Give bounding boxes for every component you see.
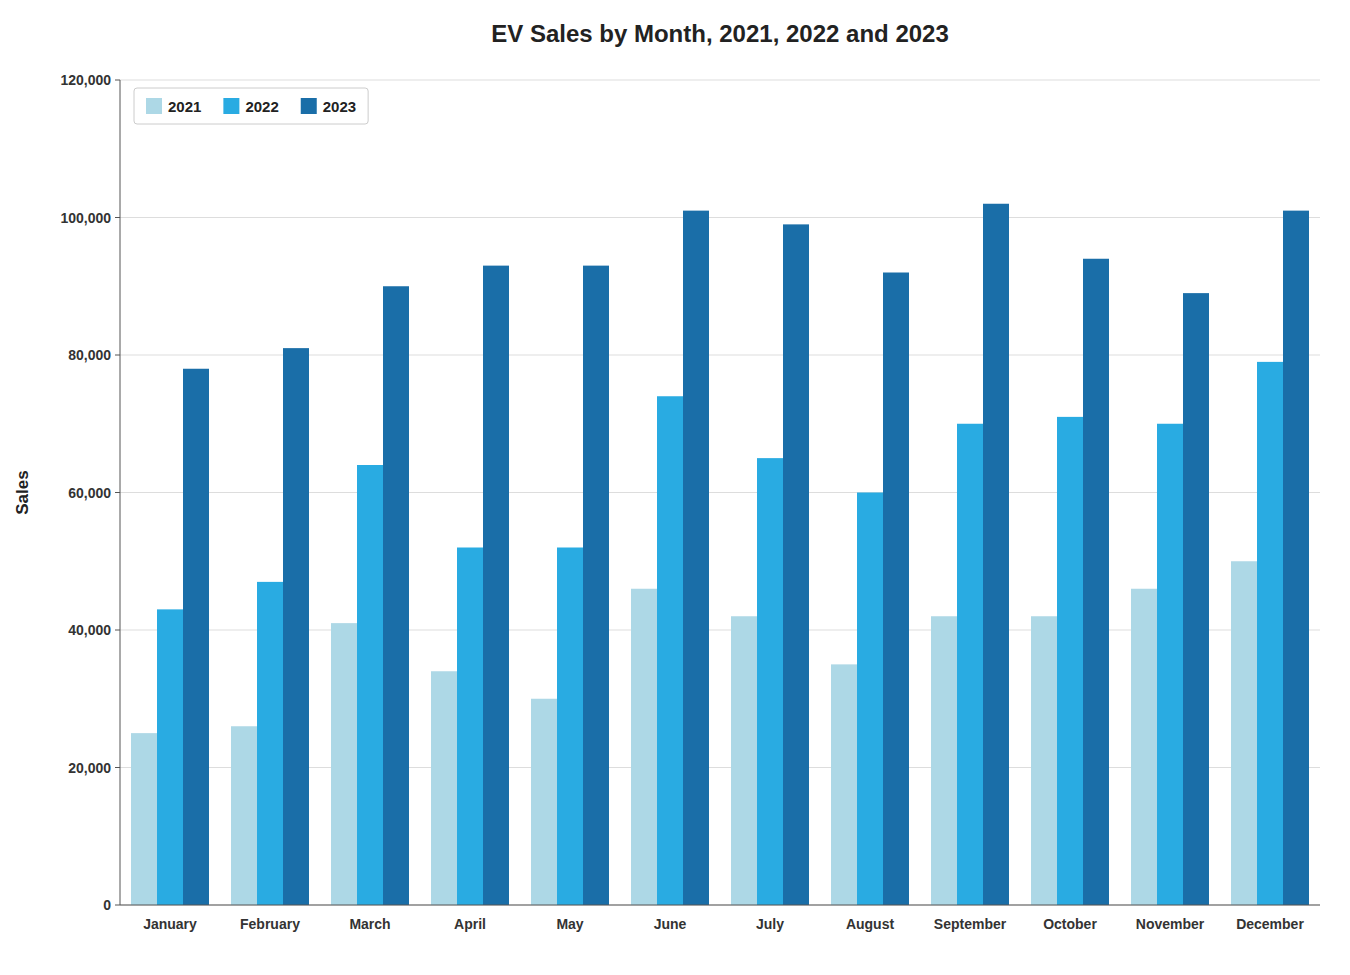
bar	[1231, 561, 1257, 905]
y-tick-label: 0	[103, 897, 111, 913]
y-axis-line	[120, 80, 121, 905]
bar	[283, 348, 309, 905]
x-tick-label: October	[1043, 916, 1097, 932]
grid-line	[120, 905, 1320, 906]
y-tick-label: 120,000	[60, 72, 111, 88]
bar	[657, 396, 683, 905]
bar	[1057, 417, 1083, 905]
x-axis-line	[120, 905, 1320, 906]
bar	[1157, 424, 1183, 905]
x-tick-label: May	[556, 916, 583, 932]
bars	[131, 204, 1309, 905]
bar	[583, 266, 609, 905]
y-tick	[115, 217, 120, 218]
x-tick-label: September	[934, 916, 1007, 932]
bar	[557, 548, 583, 906]
x-tick-label: August	[846, 916, 895, 932]
x-tick-label: June	[654, 916, 687, 932]
bar	[483, 266, 509, 905]
y-tick-label: 60,000	[68, 485, 111, 501]
bar	[331, 623, 357, 905]
legend-label: 2023	[323, 98, 356, 115]
y-tick	[115, 905, 120, 906]
bar	[783, 224, 809, 905]
bar	[131, 733, 157, 905]
y-tick-label: 100,000	[60, 210, 111, 226]
bar	[157, 609, 183, 905]
y-tick-label: 80,000	[68, 347, 111, 363]
x-tick-label: March	[349, 916, 390, 932]
x-ticks: January February March April May June July Augu…	[143, 916, 1304, 932]
bar	[631, 589, 657, 905]
bar	[857, 493, 883, 906]
y-tick-label: 20,000	[68, 760, 111, 776]
y-tick	[115, 80, 120, 81]
bar	[457, 548, 483, 906]
x-tick-label: January	[143, 916, 197, 932]
bar	[257, 582, 283, 905]
bar	[1083, 259, 1109, 905]
bar	[531, 699, 557, 905]
bar	[1031, 616, 1057, 905]
bar	[357, 465, 383, 905]
x-tick-label: February	[240, 916, 300, 932]
chart: EV Sales by Month, 2021, 2022 and 2023 Sa…	[0, 0, 1350, 975]
legend-box	[134, 88, 368, 124]
bar	[731, 616, 757, 905]
y-tick	[115, 355, 120, 356]
x-tick-label: April	[454, 916, 486, 932]
legend-swatch	[146, 98, 162, 114]
legend: 2021 2022 2023	[134, 88, 368, 124]
grid	[120, 80, 1320, 905]
bar	[1131, 589, 1157, 905]
bar	[231, 726, 257, 905]
x-tick-label: December	[1236, 916, 1304, 932]
legend-label: 2022	[245, 98, 278, 115]
bar	[683, 211, 709, 905]
bar	[957, 424, 983, 905]
title: EV Sales by Month, 2021, 2022 and 2023	[491, 20, 949, 47]
grid-line	[120, 80, 1320, 81]
bar	[983, 204, 1009, 905]
legend-label: 2021	[168, 98, 201, 115]
bar	[1257, 362, 1283, 905]
y-axis-label: Sales	[13, 470, 32, 514]
bar	[383, 286, 409, 905]
legend-swatch	[301, 98, 317, 114]
grid-line	[120, 217, 1320, 218]
y-tick	[115, 767, 120, 768]
bar	[931, 616, 957, 905]
y-ticks: 0 20,000 40,000 60,000 80,000 100,000 120,000	[60, 72, 120, 913]
bar	[431, 671, 457, 905]
y-tick	[115, 492, 120, 493]
bar	[831, 664, 857, 905]
bar	[183, 369, 209, 905]
x-tick-label: July	[756, 916, 784, 932]
bar	[1283, 211, 1309, 905]
bar	[883, 273, 909, 906]
legend-swatch	[223, 98, 239, 114]
bar	[1183, 293, 1209, 905]
y-tick	[115, 630, 120, 631]
x-tick-label: November	[1136, 916, 1205, 932]
y-tick-label: 40,000	[68, 622, 111, 638]
bar	[757, 458, 783, 905]
